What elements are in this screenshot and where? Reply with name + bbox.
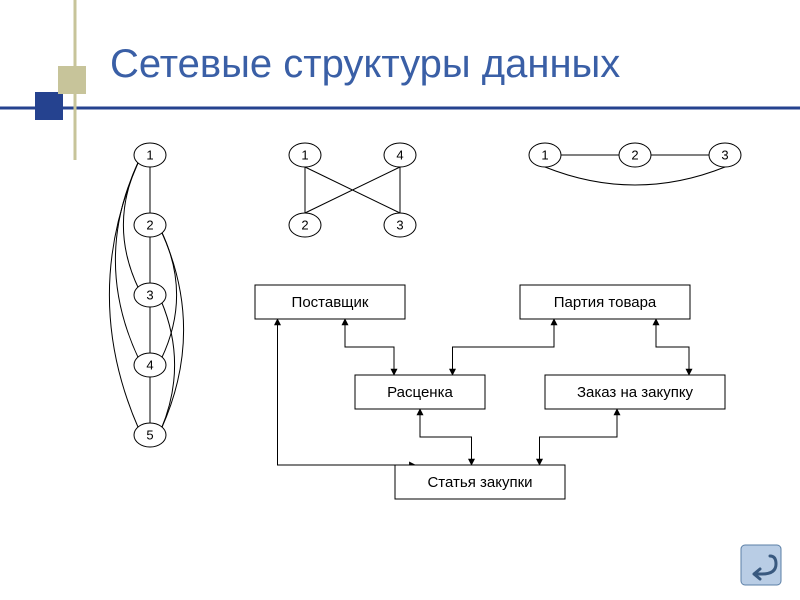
entity-boxes-diagram: Поставщик Партия товара Расценка Заказ на з… bbox=[0, 0, 800, 600]
box-label-article: Статья закупки bbox=[427, 474, 532, 491]
box-label-supplier: Поставщик bbox=[292, 294, 369, 311]
return-button[interactable] bbox=[740, 544, 782, 586]
box-label-price: Расценка bbox=[387, 384, 453, 401]
box-label-batch: Партия товара bbox=[554, 294, 657, 311]
slide: { "title": { "text": "Сетевые структуры … bbox=[0, 0, 800, 600]
box-label-order: Заказ на закупку bbox=[577, 384, 694, 401]
